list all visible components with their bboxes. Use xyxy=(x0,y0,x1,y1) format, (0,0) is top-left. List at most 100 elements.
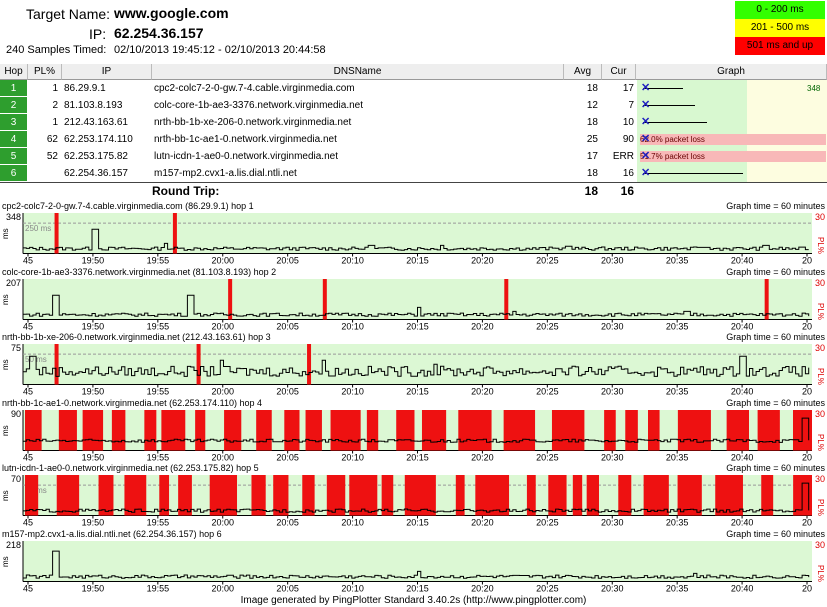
packet-loss-marker xyxy=(764,278,769,319)
x-tick-label: 19:55 xyxy=(147,518,170,528)
y-unit-label: ms xyxy=(1,228,10,239)
cur-cell: 10 xyxy=(622,117,634,128)
mini-graph-cell: 51.7% packet loss ✕ xyxy=(637,148,827,165)
x-tick-label: 45 xyxy=(23,256,33,266)
round-trip-row: Round Trip: 18 16 xyxy=(0,182,827,200)
mini-graph-cell: ✕ xyxy=(637,165,827,182)
plot-background xyxy=(23,344,812,385)
mini-graph-cell: ✕ xyxy=(637,97,827,114)
ip-cell: 81.103.8.193 xyxy=(64,100,123,111)
ip-cell: 86.29.9.1 xyxy=(64,83,106,94)
table-row[interactable]: 1 1 86.29.9.1 cpc2-colc7-2-0-gw.7-4.cable.v… xyxy=(0,80,827,97)
x-tick-label: 20:30 xyxy=(601,518,624,528)
trace-table: Hop PL% IP DNSName Avg Cur Graph 1 1 86.29… xyxy=(0,64,827,198)
col-avg[interactable]: Avg xyxy=(564,64,602,80)
latency-trace xyxy=(22,482,810,513)
table-row[interactable]: 2 2 81.103.8.193 colc-core-1b-ae3-3376.netw… xyxy=(0,97,827,114)
x-tick-label: 19:50 xyxy=(82,583,105,593)
x-tick-label: 20:15 xyxy=(406,518,429,528)
packet-loss-block xyxy=(381,475,394,516)
graph-scale-max: 348 xyxy=(807,84,821,93)
col-graph[interactable]: Graph xyxy=(636,64,827,80)
hop-latency-chart: 218 ms 30 PL% 45 19:50 19:55 20:00 20:05 20:10 20:… xyxy=(1,540,825,594)
pl-cell: 2 xyxy=(52,100,58,111)
pl-max-label: 30 xyxy=(815,212,825,222)
target-name-label: Target Name: xyxy=(26,6,111,22)
x-tick-label: 20:35 xyxy=(666,583,689,593)
x-tick-label: 20:05 xyxy=(276,583,299,593)
current-latency-marker: ✕ xyxy=(641,116,651,128)
latency-trace xyxy=(22,417,810,447)
table-row[interactable]: 6 62.254.36.157 m157-mp2.cvx1-a.lis.dial.n… xyxy=(0,165,827,182)
avg-cell: 12 xyxy=(586,100,598,111)
x-tick-label: 20 xyxy=(802,452,812,462)
packet-loss-block xyxy=(677,475,702,516)
x-tick-label: 20 xyxy=(802,321,812,331)
x-tick-label: 20:35 xyxy=(666,452,689,462)
packet-loss-block xyxy=(458,409,492,450)
pane-title: nrth-bb-1c-ae1-0.network.virginmedia.net… xyxy=(2,397,262,408)
avg-cell: 18 xyxy=(586,168,598,179)
table-row[interactable]: 4 62 62.253.174.110 nrth-bb-1c-ae1-0.networ… xyxy=(0,131,827,148)
packet-loss-block xyxy=(111,409,126,450)
table-row[interactable]: 5 52 62.253.175.82 lutn-icdn-1-ae0-0.networ… xyxy=(0,148,827,165)
col-hop[interactable]: Hop xyxy=(0,64,28,80)
pane-title: lutn-icdn-1-ae0-0.network.virginmedia.ne… xyxy=(2,463,259,473)
pl-cell: 1 xyxy=(52,117,58,128)
dns-cell: nrth-bb-1b-xe-206-0.network.virginmedia.… xyxy=(154,117,352,128)
x-tick-label: 20:20 xyxy=(471,518,494,528)
packet-loss-block xyxy=(25,409,42,450)
pane-graph-time: Graph time = 60 minutes xyxy=(726,201,825,211)
x-tick-label: 20:00 xyxy=(211,387,234,397)
y-unit-label: ms xyxy=(1,359,10,370)
packet-loss-block xyxy=(551,409,585,450)
mini-graph-cell: ✕ 348 xyxy=(637,80,827,97)
pl-axis-label: PL% xyxy=(816,303,825,320)
packet-loss-block xyxy=(604,409,616,450)
dns-cell: cpc2-colc7-2-0-gw.7-4.cable.virginmedia.… xyxy=(154,83,355,94)
current-latency-marker: ✕ xyxy=(641,150,651,162)
packet-loss-block xyxy=(159,475,170,516)
packet-loss-block xyxy=(326,475,346,516)
x-tick-label: 20:10 xyxy=(341,256,364,266)
col-dns[interactable]: DNSName xyxy=(152,64,564,80)
table-row[interactable]: 3 1 212.43.163.61 nrth-bb-1b-xe-206-0.netwo… xyxy=(0,114,827,131)
packet-loss-block xyxy=(475,475,510,516)
col-cur[interactable]: Cur xyxy=(602,64,636,80)
packet-loss-block xyxy=(548,475,567,516)
x-tick-label: 20:35 xyxy=(666,518,689,528)
packet-loss-block xyxy=(58,409,77,450)
x-tick-label: 20:40 xyxy=(731,256,754,266)
samples-value: 02/10/2013 19:45:12 - 02/10/2013 20:44:5… xyxy=(114,44,326,56)
hop-graph-pane: lutn-icdn-1-ae0-0.network.virginmedia.ne… xyxy=(0,462,827,528)
x-tick-label: 20 xyxy=(802,583,812,593)
hop-cell: 1 xyxy=(0,80,27,97)
packet-loss-block xyxy=(305,409,322,450)
packet-loss-block xyxy=(648,409,660,450)
x-tick-label: 20:25 xyxy=(536,256,559,266)
x-tick-label: 20:40 xyxy=(731,452,754,462)
x-tick-label: 20:30 xyxy=(601,387,624,397)
col-ip[interactable]: IP xyxy=(62,64,152,80)
x-tick-label: 19:50 xyxy=(82,256,105,266)
packet-loss-marker xyxy=(196,344,201,385)
x-tick-label: 20:25 xyxy=(536,518,559,528)
pane-title: m157-mp2.cvx1-a.lis.dial.ntli.net (62.25… xyxy=(2,528,222,539)
x-tick-label: 20:10 xyxy=(341,518,364,528)
packet-loss-block xyxy=(761,475,774,516)
x-tick-label: 20:30 xyxy=(601,452,624,462)
packet-loss-block xyxy=(643,475,669,516)
col-pl[interactable]: PL% xyxy=(28,64,62,80)
pane-title: cpc2-colc7-2-0-gw.7-4.cable.virginmedia.… xyxy=(2,201,254,211)
pane-graph-time: Graph time = 60 minutes xyxy=(726,266,825,277)
packet-loss-marker xyxy=(322,278,327,319)
x-tick-label: 45 xyxy=(23,387,33,397)
current-latency-marker: ✕ xyxy=(641,133,651,145)
pl-max-label: 30 xyxy=(815,540,825,550)
packet-loss-block xyxy=(56,475,80,516)
x-tick-label: 20:25 xyxy=(536,321,559,331)
packet-loss-block xyxy=(366,409,379,450)
hop-graph-pane: cpc2-colc7-2-0-gw.7-4.cable.virginmedia.… xyxy=(0,200,827,266)
ip-cell: 212.43.163.61 xyxy=(64,117,128,128)
packet-loss-block xyxy=(526,475,536,516)
